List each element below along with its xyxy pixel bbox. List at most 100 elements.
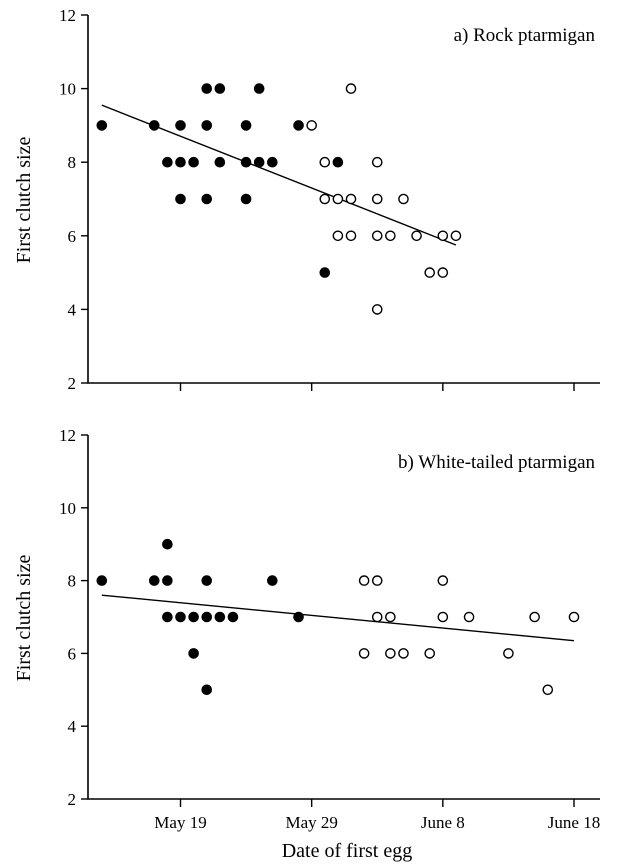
open-point [437, 267, 449, 278]
open-point [319, 193, 331, 205]
open-point [385, 648, 396, 659]
open-point [424, 648, 436, 659]
open-point [437, 575, 449, 586]
x-axis-title: Date of first egg [282, 840, 413, 862]
y-tick-label: 8 [68, 153, 77, 172]
open-point [345, 83, 357, 94]
filled-point [96, 575, 108, 586]
filled-point [319, 267, 331, 278]
y-tick-label: 4 [68, 717, 77, 736]
y-tick-label: 2 [68, 790, 77, 809]
data-points [96, 538, 580, 696]
filled-point [293, 611, 304, 623]
filled-point [148, 120, 160, 131]
x-tick-label: May 19 [154, 813, 206, 832]
filled-point [267, 156, 278, 168]
open-point [424, 267, 436, 278]
open-point [437, 230, 449, 242]
filled-point [214, 83, 226, 94]
y-tick-label: 2 [68, 374, 77, 393]
filled-point [201, 575, 213, 586]
panel-white-tailed-ptarmigan: b) White-tailed ptarmigan First clutch s… [13, 426, 600, 862]
y-tick-label: 10 [59, 80, 76, 99]
open-point [463, 611, 475, 623]
filled-point [162, 538, 173, 550]
filled-point [227, 611, 239, 623]
filled-point [201, 120, 213, 131]
axis-ticks: 2 4 6 8 10 12 [59, 6, 575, 393]
filled-point [201, 83, 213, 94]
filled-point [267, 575, 278, 586]
trend-line [101, 594, 575, 642]
panel-title: a) Rock ptarmigan [454, 25, 596, 46]
y-axis-title: First clutch size [13, 555, 35, 682]
open-point [529, 611, 540, 623]
y-tick-label: 12 [59, 6, 76, 25]
filled-point [253, 156, 265, 168]
filled-point [175, 120, 186, 131]
filled-point [214, 611, 226, 623]
trend-line-layer [101, 594, 575, 642]
filled-point [188, 611, 199, 623]
filled-point [96, 120, 108, 131]
open-point [411, 230, 422, 242]
open-point [332, 230, 344, 242]
trend-line-layer [101, 104, 457, 246]
open-point [358, 575, 370, 586]
x-tick-label: June 18 [548, 813, 600, 832]
axis-frame [87, 15, 600, 384]
axis-frame [87, 435, 600, 800]
filled-point [240, 120, 252, 131]
filled-point [293, 120, 304, 131]
x-tick-label: June 8 [421, 813, 465, 832]
open-point [398, 193, 409, 205]
y-tick-label: 8 [68, 572, 77, 591]
filled-point [175, 193, 186, 205]
open-point [371, 193, 383, 205]
y-tick-label: 6 [68, 227, 77, 246]
y-tick-label: 6 [68, 644, 77, 663]
filled-point [148, 575, 160, 586]
open-point [371, 304, 383, 315]
filled-point [214, 156, 226, 168]
filled-point [162, 156, 173, 168]
y-tick-label: 12 [59, 426, 76, 445]
filled-point [253, 83, 265, 94]
y-tick-label: 10 [59, 499, 76, 518]
open-point [385, 230, 396, 242]
filled-point [162, 611, 173, 623]
filled-point [175, 156, 186, 168]
open-point [437, 611, 449, 623]
open-point [371, 156, 383, 168]
open-point [345, 230, 357, 242]
y-axis-title: First clutch size [13, 137, 35, 264]
axis-ticks: 2 4 6 8 10 12 May 19 May 29 June 8 June 18 [59, 426, 600, 832]
panel-title: b) White-tailed ptarmigan [398, 452, 595, 473]
open-point [371, 230, 383, 242]
panel-rock-ptarmigan: a) Rock ptarmigan First clutch size 2 4 6 8… [13, 6, 600, 393]
open-point [385, 611, 396, 623]
open-point [358, 648, 370, 659]
open-point [371, 575, 383, 586]
y-tick-label: 4 [68, 300, 77, 319]
filled-point [201, 611, 213, 623]
open-point [450, 230, 462, 242]
open-point [345, 193, 357, 205]
x-tick-label: May 29 [285, 813, 337, 832]
open-point [306, 120, 317, 131]
data-points [96, 83, 462, 315]
filled-point [162, 575, 173, 586]
open-point [503, 648, 514, 659]
open-point [319, 156, 331, 168]
filled-point [175, 611, 186, 623]
filled-point [332, 156, 344, 168]
filled-point [240, 193, 252, 205]
open-point [371, 611, 383, 623]
trend-line [101, 104, 457, 246]
open-point [332, 193, 344, 205]
filled-point [188, 648, 199, 659]
filled-point [201, 193, 213, 205]
filled-point [201, 684, 213, 696]
filled-point [188, 156, 199, 168]
